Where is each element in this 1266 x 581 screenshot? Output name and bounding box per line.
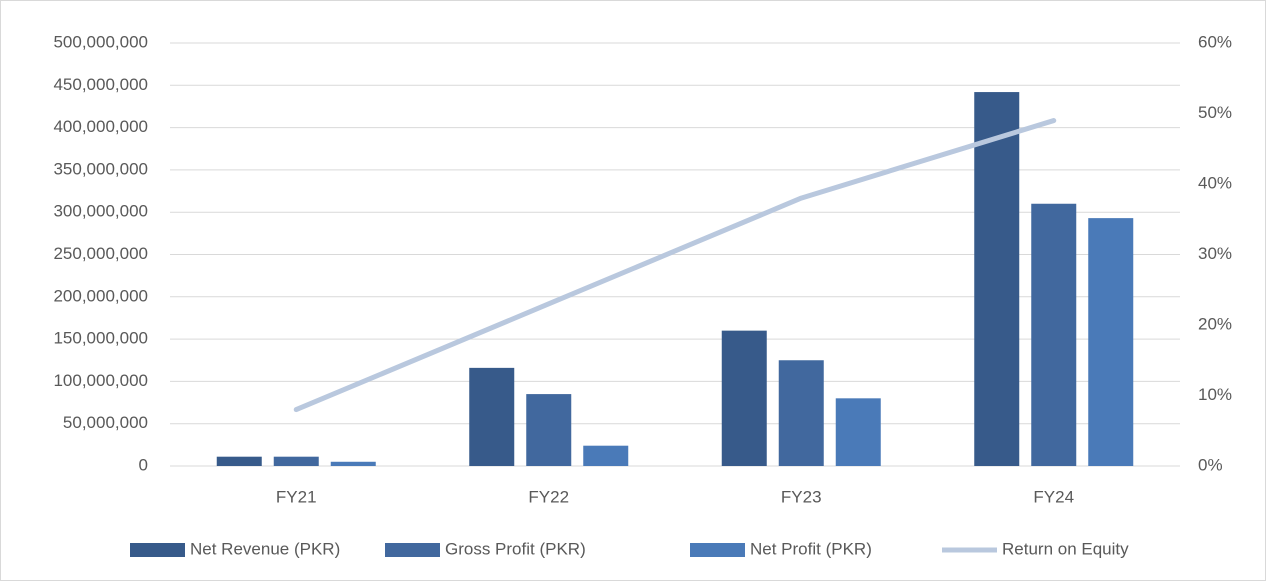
bar (216, 456, 262, 466)
legend-label: Return on Equity (1002, 539, 1129, 558)
y-tick-label: 350,000,000 (53, 159, 148, 178)
bar (469, 367, 515, 466)
bar (974, 92, 1020, 467)
x-tick-label: FY22 (528, 487, 569, 506)
legend-label: Net Profit (PKR) (750, 539, 872, 558)
y-tick-label: 50,000,000 (63, 413, 148, 432)
y-tick-label: 450,000,000 (53, 75, 148, 94)
bar (721, 330, 767, 466)
y2-tick-label: 40% (1198, 173, 1232, 192)
y2-tick-label: 10% (1198, 385, 1232, 404)
legend-swatch (385, 543, 440, 557)
x-tick-label: FY23 (781, 487, 822, 506)
x-tick-label: FY24 (1033, 487, 1074, 506)
y-tick-label: 300,000,000 (53, 202, 148, 221)
legend-label: Net Revenue (PKR) (190, 539, 340, 558)
y-tick-label: 100,000,000 (53, 371, 148, 390)
bar (778, 360, 824, 466)
bar (835, 398, 881, 466)
legend-swatch (130, 543, 185, 557)
y-tick-label: 400,000,000 (53, 117, 148, 136)
y-tick-label: 500,000,000 (53, 32, 148, 51)
y-tick-label: 200,000,000 (53, 286, 148, 305)
y2-tick-label: 0% (1198, 455, 1223, 474)
x-tick-label: FY21 (276, 487, 317, 506)
bar (526, 394, 572, 466)
bar (273, 456, 319, 466)
bar (1031, 203, 1077, 467)
y2-tick-label: 20% (1198, 314, 1232, 333)
y-tick-label: 150,000,000 (53, 329, 148, 348)
legend-swatch (690, 543, 745, 557)
bar (330, 461, 376, 466)
y-tick-label: 250,000,000 (53, 244, 148, 263)
y2-tick-label: 60% (1198, 32, 1232, 51)
line-series (293, 118, 1057, 413)
y2-tick-label: 50% (1198, 103, 1232, 122)
y-tick-label: 0 (139, 455, 148, 474)
bar (1088, 218, 1134, 466)
y2-tick-label: 30% (1198, 244, 1232, 263)
legend-label: Gross Profit (PKR) (445, 539, 586, 558)
bar (583, 445, 629, 466)
